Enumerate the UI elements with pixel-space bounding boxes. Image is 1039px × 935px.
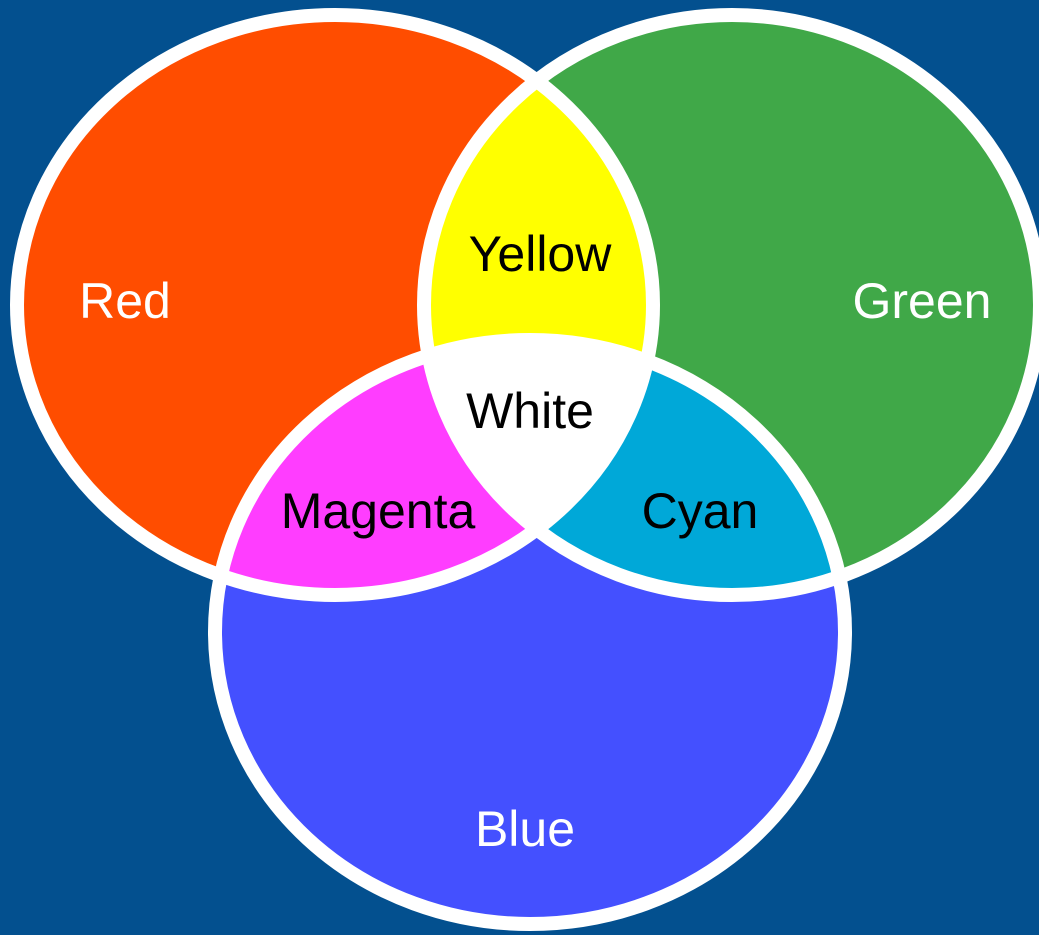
region-label: White — [466, 383, 594, 439]
region-label: Blue — [475, 801, 575, 857]
magenta-region — [215, 340, 653, 595]
blue-outline — [208, 333, 852, 931]
red-outline — [10, 8, 660, 602]
region-label: Cyan — [642, 483, 759, 539]
cyan-region — [424, 340, 845, 595]
region-label: Yellow — [469, 226, 613, 282]
green-outline — [417, 8, 1039, 602]
region-label: Red — [79, 273, 171, 329]
region-label: Green — [853, 273, 992, 329]
region-label: Magenta — [281, 483, 476, 539]
